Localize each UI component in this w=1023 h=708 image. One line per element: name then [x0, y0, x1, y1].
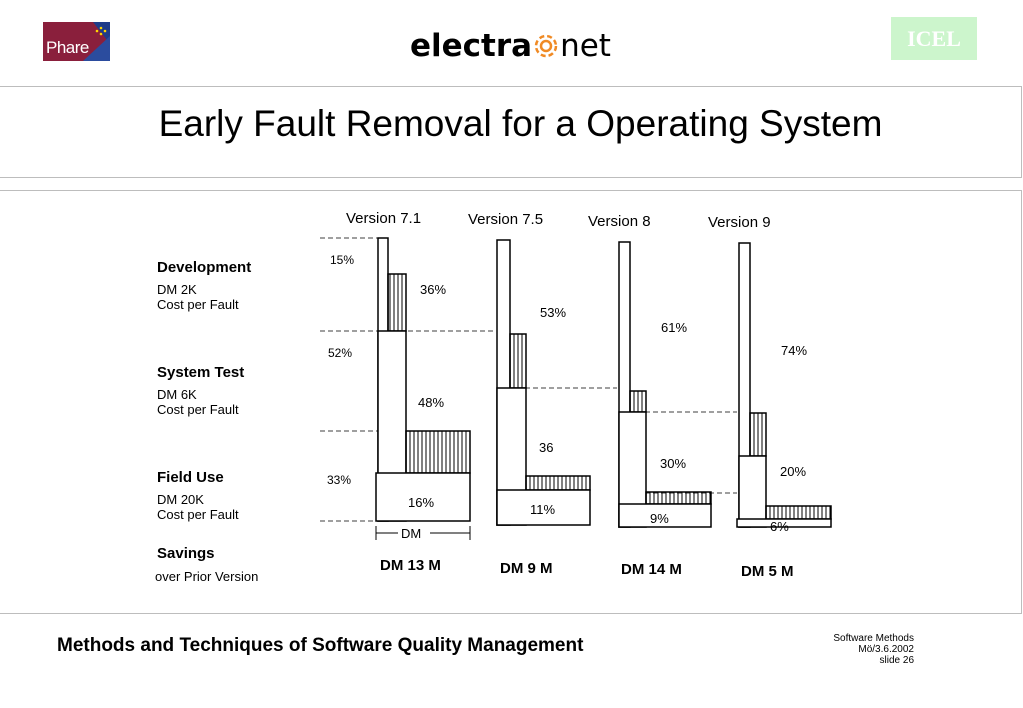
version-label-9: Version 9: [708, 214, 771, 231]
v75-development-removed: [509, 333, 527, 389]
version-8-staircase: [618, 241, 712, 528]
version-7-1-staircase: [375, 237, 471, 522]
v75-field-use-percent: 11%: [530, 502, 555, 517]
footer-slide-number: slide 26: [879, 655, 914, 666]
v9-development-removed: [749, 412, 767, 457]
electra-logo-text: electra: [410, 28, 533, 64]
version-7-5-staircase: [496, 239, 591, 526]
v9-development-percent: 74%: [781, 343, 807, 358]
row-label-field-use-cost-unit: Cost per Fault: [157, 507, 239, 522]
v75-field-use-bar: [496, 489, 591, 526]
icel-logo: ICEL: [891, 17, 977, 60]
left-percent-field-use: 33%: [327, 473, 351, 487]
v9-field-use-percent: 6%: [770, 519, 789, 534]
footer-date: Mö/3.6.2002: [858, 644, 914, 655]
electra-swirl-icon: [534, 28, 558, 68]
content-frame: [0, 190, 1022, 614]
row-label-system-test-cost-unit: Cost per Fault: [157, 402, 239, 417]
v71-system-test-removed: [405, 430, 471, 474]
v9-system-test-bar: [738, 455, 767, 528]
fault-removal-diagram: Development DM 2K Cost per Fault System …: [155, 210, 832, 584]
v8-development-removed: [629, 390, 647, 413]
v71-system-test-percent: 48%: [418, 395, 444, 410]
v8-field-use-bar: [618, 503, 712, 528]
slide-title: Early Fault Removal for a Operating Syst…: [158, 103, 883, 144]
row-label-field-use-cost: DM 20K: [157, 492, 204, 507]
row-label-field-use: Field Use: [157, 469, 224, 486]
net-logo-text: net: [560, 28, 611, 64]
dm-axis-label: DM: [401, 526, 421, 541]
v71-savings: DM 13 M: [380, 557, 441, 574]
left-percent-development: 15%: [330, 253, 354, 267]
v8-development-percent: 61%: [661, 320, 687, 335]
v71-development-removed: [387, 273, 407, 332]
v8-field-use-percent: 9%: [650, 511, 669, 526]
row-label-development: Development: [157, 259, 251, 276]
row-label-development-cost: DM 2K: [157, 282, 197, 297]
v9-system-test-percent: 20%: [780, 464, 806, 479]
row-label-system-test: System Test: [157, 364, 244, 381]
phare-logo: Phare: [43, 22, 110, 61]
version-label-7-1: Version 7.1: [346, 210, 421, 227]
row-label-savings-sub: over Prior Version: [155, 569, 258, 584]
footer-slide-info: Software Methods Mö/3.6.2002 slide 26: [780, 633, 914, 666]
v71-field-use-bar: [375, 472, 471, 522]
row-label-system-test-cost: DM 6K: [157, 387, 197, 402]
row-label-development-cost-unit: Cost per Fault: [157, 297, 239, 312]
electranet-logo: electra net: [410, 26, 611, 66]
v71-field-use-percent: 16%: [408, 495, 434, 510]
v9-savings: DM 5 M: [741, 563, 794, 580]
version-label-8: Version 8: [588, 213, 651, 230]
phare-logo-text: Phare: [46, 38, 89, 57]
footer-series: Software Methods: [833, 633, 914, 644]
v8-system-test-percent: 30%: [660, 456, 686, 471]
v8-savings: DM 14 M: [621, 561, 682, 578]
left-percent-system-test: 52%: [328, 346, 352, 360]
v9-system-test-removed: [765, 505, 832, 520]
version-label-7-5: Version 7.5: [468, 211, 543, 228]
footer-course-title: Methods and Techniques of Software Quali…: [57, 635, 584, 656]
v8-system-test-removed: [645, 491, 712, 505]
title-frame: [0, 86, 1022, 178]
eu-stars-icon: [83, 22, 110, 61]
dm-axis: [375, 526, 471, 540]
row-label-savings: Savings: [157, 545, 215, 562]
v9-field-use-bar: [736, 518, 832, 528]
v71-development-percent: 36%: [420, 282, 446, 297]
version-9-staircase: [736, 242, 832, 528]
v75-system-test-removed: [525, 475, 591, 491]
v75-savings: DM 9 M: [500, 560, 553, 577]
v75-development-percent: 53%: [540, 305, 566, 320]
v75-system-test-percent: 36: [539, 440, 553, 455]
